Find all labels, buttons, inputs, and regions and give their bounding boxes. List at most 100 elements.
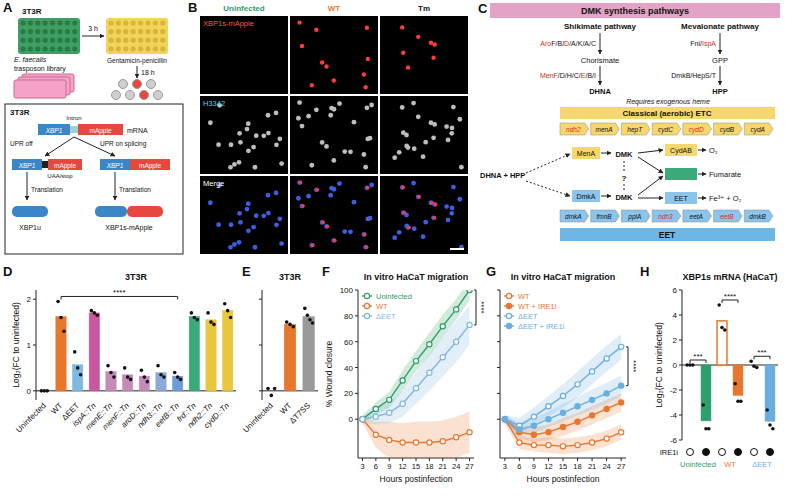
point [517,427,522,432]
axis-title: Hours postinfection [527,474,600,484]
tick-label: 9 [532,462,536,471]
line [362,290,469,419]
nucleus [328,193,333,198]
well [65,20,70,25]
cell-signal [365,26,369,30]
y-tick [679,390,682,391]
nucleus [296,196,301,201]
nucleus [421,154,426,159]
replicate-dot [109,371,113,375]
replicate-dot [723,328,727,332]
point [400,378,405,383]
reporter-block [78,124,123,135]
point [467,290,472,293]
well [35,38,40,43]
well [43,29,48,34]
gene-label: menA [596,126,613,133]
nucleus [450,206,455,211]
point [502,417,507,422]
point [604,356,609,361]
chart-2: 020406080100369121518212427UninfectedWTΔ… [324,272,486,484]
gene-label: cydD [689,126,704,134]
panel-letter: F [322,264,330,279]
nucleus [266,211,271,216]
replicate-dot [288,323,292,327]
well [35,29,40,34]
replicate-dot [223,302,227,306]
nucleus [237,160,242,165]
well [43,38,48,43]
tick-label: 0 [349,415,354,424]
x-tick [563,458,564,461]
nucleus [400,185,405,190]
bar [733,365,743,395]
cell-signal [314,28,318,32]
point [387,410,392,415]
nucleus [368,216,373,221]
axis-title: Log₂(FC to uninfected) [654,322,664,408]
gene-label: ndh3 [658,213,673,220]
bar [701,365,711,421]
replicate-dot [62,329,66,333]
arrow [638,150,663,153]
cell-signal [316,188,320,192]
gene-label: cydB [720,126,735,134]
chart-title: 3T3R [125,272,148,282]
x-tick [402,458,403,461]
cell-signal [324,64,328,68]
significance: **** [477,301,486,313]
replicate-dot [145,380,149,384]
cell-signal [363,85,367,89]
label: Fe³⁺ + O₂ [709,194,742,203]
nucleus [297,180,302,185]
well [50,46,55,51]
well [35,46,40,51]
point [413,358,418,363]
well [72,29,77,34]
cell-signal [366,57,370,61]
gene-label: eetA [690,213,703,220]
panel-a: 3T3R3 hE. faecalistrasposon libraryGenta… [5,7,183,254]
replicate-dot [190,311,194,315]
cell-signal [321,221,325,225]
point [575,382,580,387]
enzyme-box [665,168,697,180]
replicate-dot [691,363,695,367]
point [546,430,551,435]
arrow [600,33,601,54]
tick-label: -4 [670,411,678,420]
y-tick [497,341,500,342]
point [373,414,378,419]
gene-label: cydC [658,126,673,134]
label: DmkA [576,193,595,200]
label: mRNA [127,127,148,134]
cell-signal [417,195,421,199]
bar [206,320,216,391]
nucleus [309,163,314,168]
axis-title: Hours postinfection [380,474,453,484]
well [131,38,136,43]
legend-label: ΔEET [376,312,396,321]
well [50,29,55,34]
point [575,404,580,409]
y-axis [358,290,359,458]
replicate-dot [195,318,199,322]
point [546,404,551,409]
replicate-dot [739,399,743,403]
label: XBP1 [45,127,63,134]
replicate-dot [212,323,216,327]
point [619,400,624,405]
point [427,370,432,375]
y-tick [355,290,358,291]
nucleus [277,216,282,221]
x-tick [533,458,534,461]
well [72,46,77,51]
well [108,29,113,34]
label-part: MenF [540,72,558,79]
gene-arrow [621,123,650,135]
gene-label: dmkB [749,213,766,220]
well [116,29,121,34]
tick-label: 24 [452,462,460,471]
group-label: ΔEET [752,460,772,469]
nucleus [266,131,271,136]
